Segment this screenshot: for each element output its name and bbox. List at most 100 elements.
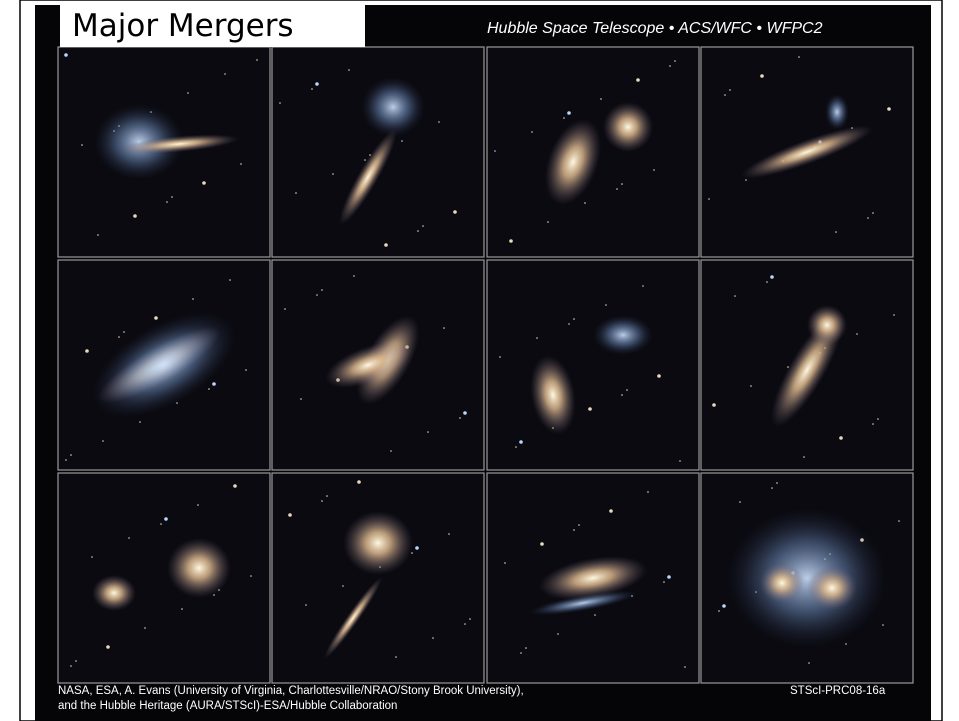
star xyxy=(316,294,318,296)
star xyxy=(845,643,847,645)
star xyxy=(202,181,206,185)
star xyxy=(515,446,517,448)
star xyxy=(311,88,313,90)
star xyxy=(573,529,575,531)
star xyxy=(315,82,319,86)
galaxy xyxy=(538,556,648,600)
star xyxy=(547,221,549,223)
star xyxy=(712,403,716,407)
star xyxy=(160,523,162,525)
star xyxy=(653,169,655,171)
galaxy xyxy=(530,355,576,435)
galaxy xyxy=(741,125,873,179)
star xyxy=(567,111,571,115)
star xyxy=(750,385,752,387)
galaxy xyxy=(807,305,847,345)
star xyxy=(390,450,392,452)
star xyxy=(417,230,419,232)
galaxy xyxy=(92,575,136,611)
star xyxy=(609,509,613,513)
star xyxy=(288,513,292,517)
star xyxy=(208,388,210,390)
star xyxy=(326,495,328,497)
star xyxy=(321,289,323,291)
star xyxy=(459,417,461,419)
star xyxy=(605,304,607,306)
star xyxy=(415,546,419,550)
star xyxy=(621,394,623,396)
star xyxy=(600,98,602,100)
star xyxy=(364,159,366,161)
star xyxy=(771,487,773,489)
star xyxy=(305,604,307,606)
star xyxy=(745,179,747,181)
star xyxy=(295,192,297,194)
star xyxy=(411,552,413,554)
star xyxy=(626,389,628,391)
galaxy xyxy=(339,129,397,225)
star xyxy=(448,533,450,535)
star xyxy=(128,537,130,539)
star xyxy=(724,94,726,96)
star xyxy=(557,633,559,635)
star xyxy=(734,295,736,297)
star xyxy=(224,73,226,75)
star xyxy=(75,660,77,662)
star xyxy=(636,78,640,82)
star xyxy=(321,500,323,502)
star xyxy=(97,234,99,236)
star xyxy=(679,460,681,462)
star xyxy=(872,212,874,214)
star xyxy=(384,243,388,247)
star xyxy=(642,285,644,287)
star xyxy=(443,327,445,329)
panel-grid xyxy=(57,46,914,684)
star xyxy=(835,231,837,233)
star xyxy=(133,214,137,218)
star xyxy=(453,210,457,214)
star xyxy=(357,480,361,484)
star xyxy=(616,188,618,190)
star xyxy=(332,173,334,175)
star xyxy=(192,298,194,300)
star xyxy=(70,665,72,667)
galaxy xyxy=(825,94,849,130)
star xyxy=(469,618,471,620)
galaxy xyxy=(167,538,231,598)
star xyxy=(139,421,141,423)
star xyxy=(766,281,768,283)
star xyxy=(353,275,355,277)
star xyxy=(573,318,575,320)
star xyxy=(657,374,661,378)
galaxy-panel xyxy=(271,472,485,684)
star xyxy=(887,107,891,111)
star xyxy=(504,562,506,564)
galaxy-panel xyxy=(486,259,700,471)
galaxy xyxy=(760,563,804,603)
star xyxy=(64,53,68,57)
star xyxy=(166,201,168,203)
star xyxy=(279,102,281,104)
instrument-caption: Hubble Space Telescope • ACS/WFC • WFPC2 xyxy=(487,20,823,37)
star xyxy=(578,524,580,526)
galaxy xyxy=(528,590,638,616)
star xyxy=(427,431,429,433)
galaxy xyxy=(119,134,239,154)
title-box xyxy=(60,5,365,47)
star xyxy=(739,501,741,503)
star xyxy=(621,183,623,185)
star xyxy=(867,217,869,219)
slide-title: Major Mergers xyxy=(72,8,294,44)
star xyxy=(839,436,843,440)
galaxy xyxy=(727,508,887,648)
star xyxy=(197,504,199,506)
star xyxy=(708,198,710,200)
star xyxy=(722,604,726,608)
star xyxy=(898,520,900,522)
star xyxy=(509,239,513,243)
star xyxy=(667,575,671,579)
star xyxy=(531,131,533,133)
star xyxy=(568,323,570,325)
star xyxy=(229,279,231,281)
star xyxy=(81,144,83,146)
